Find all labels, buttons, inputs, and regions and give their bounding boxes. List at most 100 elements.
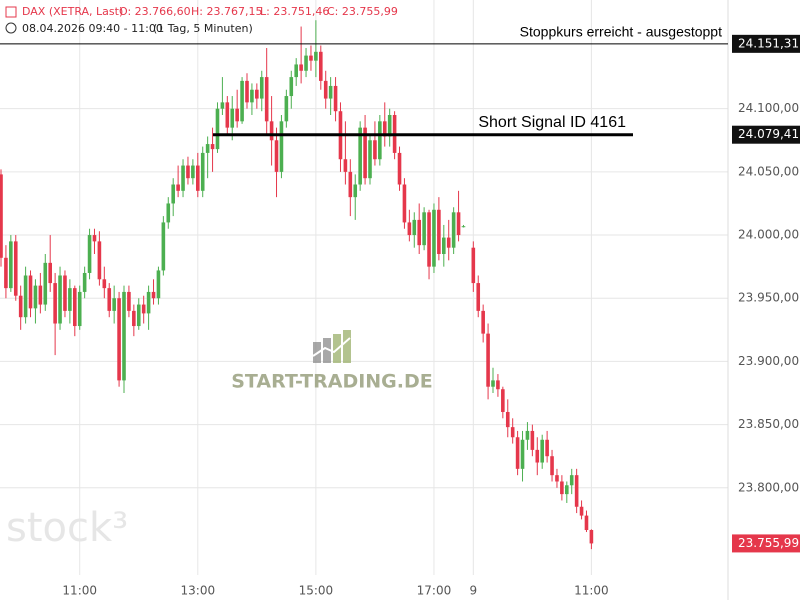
price-tag-label: 24.079,41: [738, 127, 799, 141]
candle-body: [151, 291, 156, 299]
candle-body: [259, 77, 264, 99]
candle-body: [28, 275, 33, 309]
header-high: H: 23.767,15: [191, 5, 262, 18]
candle-body: [579, 506, 584, 516]
candle-body: [58, 275, 62, 324]
candle-body: [319, 51, 323, 81]
candle-body: [402, 184, 407, 223]
header-icon: [5, 6, 17, 18]
candle-body: [387, 115, 392, 137]
y-tick-label: 23.950,00: [738, 291, 799, 305]
candle-body: [156, 270, 161, 299]
last-price-label: 23.755,99: [738, 536, 799, 550]
y-tick-label: 23.900,00: [738, 354, 799, 368]
candle-body: [314, 51, 318, 61]
last-price-tag: [732, 534, 800, 553]
candle-body: [456, 212, 461, 236]
candle-body: [230, 108, 235, 128]
candle-body: [279, 121, 284, 172]
candle-body: [442, 237, 446, 255]
candle-body: [417, 219, 421, 246]
candle-body: [146, 291, 151, 314]
candle-body: [92, 235, 97, 242]
candle-body: [491, 380, 495, 387]
candle-body: [97, 241, 102, 280]
candle-body: [186, 165, 190, 179]
candle-body: [323, 80, 328, 99]
header-symbol: DAX (XETRA, Last): [22, 5, 123, 18]
x-tick-label: 13:00: [181, 584, 216, 598]
price-tag: [732, 125, 800, 144]
candle-body: [501, 389, 505, 412]
header-range: 08.04.2026 09:40 - 11:00: [22, 22, 163, 35]
candle-body: [48, 262, 52, 284]
candle-body: [220, 102, 225, 109]
x-tick-label: 17:00: [417, 584, 452, 598]
candle-body: [161, 222, 166, 271]
candle-body: [73, 288, 77, 327]
y-tick-label: 24.100,00: [738, 101, 799, 115]
y-tick-label: 23.850,00: [738, 417, 799, 431]
candle-body: [348, 171, 353, 198]
candle-body: [368, 140, 372, 179]
candle-body: [382, 121, 387, 137]
header-close: C: 23.755,99: [327, 5, 398, 18]
candle-body: [68, 288, 72, 311]
candle-body: [122, 291, 126, 381]
candle-body: [102, 279, 107, 289]
candle-body: [191, 165, 195, 179]
candle-body: [373, 140, 377, 160]
candle-body: [505, 411, 510, 428]
candle-body: [461, 226, 466, 228]
candle-body: [358, 127, 362, 185]
candle-body: [127, 291, 131, 311]
candle-body: [181, 165, 185, 191]
candle-body: [378, 121, 382, 160]
candle-body: [284, 96, 289, 122]
candle-body: [289, 77, 294, 97]
candle-body: [432, 209, 436, 267]
candle-body: [363, 127, 367, 179]
candle-body: [422, 212, 426, 246]
candle-body: [545, 439, 549, 457]
candle-body: [560, 481, 564, 495]
candle-body: [510, 427, 515, 438]
candle-body: [515, 437, 520, 469]
candle-body: [77, 291, 82, 327]
candle-body: [38, 285, 43, 305]
y-tick-label: 24.000,00: [738, 228, 799, 242]
candle-body: [235, 108, 239, 122]
x-tick-label: 11:00: [574, 584, 609, 598]
candle-body: [87, 235, 92, 273]
watermark: stock³: [6, 505, 128, 551]
x-tick-label: 11:00: [62, 584, 97, 598]
candle-body: [176, 184, 180, 191]
candle-body: [451, 212, 456, 248]
candle-body: [407, 222, 412, 236]
header-low: L: 23.751,46: [260, 5, 329, 18]
candle-body: [481, 310, 485, 334]
candle-body: [117, 298, 121, 381]
candle-body: [525, 430, 530, 440]
candle-body: [471, 247, 476, 284]
candle-body: [196, 165, 200, 191]
candle-body: [210, 144, 215, 150]
candle-body: [520, 439, 525, 469]
candle-body: [333, 85, 338, 112]
candle-body: [574, 475, 579, 507]
candle-body: [274, 140, 279, 172]
watermark-logo: [312, 330, 351, 363]
candle-body: [18, 295, 23, 318]
candle-body: [486, 333, 490, 387]
candle-body: [584, 515, 589, 531]
clock-icon: [5, 22, 17, 34]
candle-body: [43, 262, 48, 305]
candle-body: [343, 159, 348, 172]
candle-body: [23, 275, 28, 318]
candle-body: [353, 184, 358, 198]
candle-body: [255, 89, 259, 99]
price-tag-label: 24.151,31: [738, 36, 799, 50]
header-interval: (1 Tag, 5 Minuten): [153, 22, 253, 35]
candle-body: [250, 89, 254, 103]
